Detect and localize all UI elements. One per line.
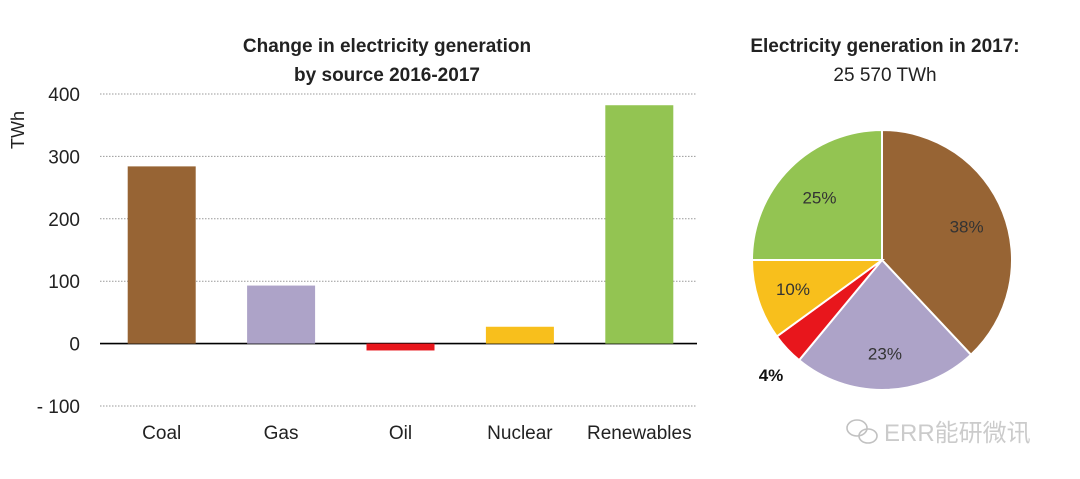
- bar-nuclear: [485, 326, 554, 344]
- pie-chart-subtitle: 25 570 TWh: [833, 65, 936, 86]
- y-tick-label: - 100: [37, 397, 80, 418]
- pie-slice-label: 38%: [950, 218, 984, 237]
- bar-renewables: [605, 105, 674, 344]
- y-tick-label: 200: [48, 210, 80, 231]
- y-tick-label: 100: [48, 272, 80, 293]
- pie-slice: [750, 259, 886, 338]
- bar-oil: [366, 343, 435, 351]
- pie-slice: [881, 128, 1013, 357]
- pie-slice-label: 25%: [802, 188, 836, 207]
- y-tick-label: 300: [48, 147, 80, 168]
- x-tick-label: Coal: [142, 423, 181, 444]
- pie-slice-label: 23%: [868, 345, 902, 364]
- x-tick-label: Gas: [264, 423, 299, 444]
- watermark-text: ERR能研微讯: [884, 420, 1031, 447]
- pie-chart-title: Electricity generation in 2017:: [750, 36, 1019, 57]
- x-tick-label: Oil: [389, 423, 412, 444]
- y-tick-label: 400: [48, 85, 80, 106]
- pie-slice-label: 10%: [776, 280, 810, 299]
- bar-gas: [247, 285, 316, 344]
- wechat-icon: [846, 419, 878, 444]
- y-tick-label: 0: [69, 335, 80, 356]
- bar-chart: Change in electricity generation by sour…: [8, 36, 697, 444]
- bar-chart-title-line-1: Change in electricity generation: [243, 36, 531, 57]
- bar-chart-title-line-2: by source 2016-2017: [294, 65, 480, 86]
- x-tick-label: Nuclear: [487, 423, 553, 444]
- bar-coal: [127, 166, 196, 344]
- pie-slice: [750, 128, 883, 261]
- pie-slice-label: 4%: [759, 366, 784, 385]
- pie-slice: [797, 258, 973, 391]
- pie-chart: Electricity generation in 2017: 25 570 T…: [750, 36, 1020, 391]
- x-tick-label: Renewables: [587, 423, 692, 444]
- watermark: ERR能研微讯: [846, 419, 1031, 447]
- y-axis-label: TWh: [8, 111, 28, 149]
